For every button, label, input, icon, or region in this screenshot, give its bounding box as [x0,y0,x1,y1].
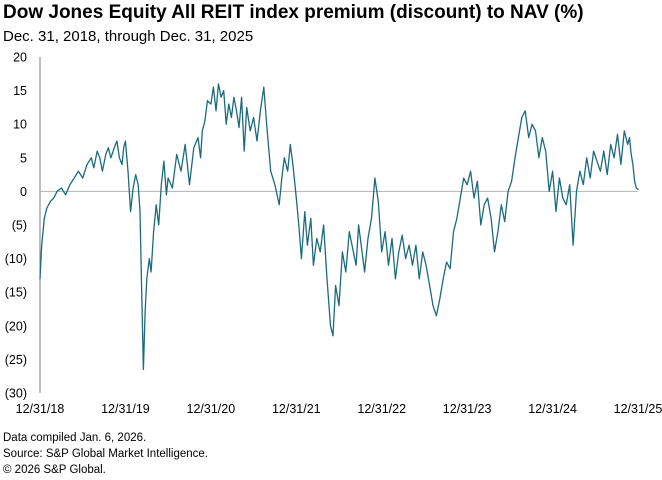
y-tick-label: (25) [5,353,27,367]
x-tick-label: 12/31/19 [101,402,150,416]
chart-subtitle: Dec. 31, 2018, through Dec. 31, 2025 [3,28,254,45]
y-tick-label: (10) [5,252,27,266]
x-tick-label: 12/31/18 [16,402,65,416]
chart-notes: Data compiled Jan. 6, 2026. Source: S&P … [3,430,208,478]
line-chart: 20 15 10 5 0 (5) (10) (15) (20) (25) (30)12/31/18 1… [5,51,662,417]
x-tick-label: 12/31/21 [272,402,321,416]
x-tick-label: 12/31/20 [187,402,236,416]
y-tick-label: 0 [20,185,27,199]
x-tick-label: 12/31/25 [614,402,662,416]
chart-title: Dow Jones Equity All REIT index premium … [3,2,584,23]
note-source: Source: S&P Global Market Intelligence. [3,448,208,460]
y-tick-label: (15) [5,286,27,300]
y-tick-label: 15 [13,84,27,98]
y-tick-label: 20 [13,51,27,65]
x-tick-label: 12/31/23 [443,402,492,416]
y-tick-label: 10 [13,118,27,132]
x-tick-label: 12/31/24 [528,402,577,416]
series-line [39,83,639,371]
y-tick-label: (30) [5,387,27,401]
x-tick-label: 12/31/22 [357,402,406,416]
y-tick-label: (5) [12,219,27,233]
note-copyright: © 2026 S&P Global. [3,464,106,476]
y-tick-label: (20) [5,319,27,333]
note-data-compiled: Data compiled Jan. 6, 2026. [3,432,147,444]
y-tick-label: 5 [20,151,27,165]
